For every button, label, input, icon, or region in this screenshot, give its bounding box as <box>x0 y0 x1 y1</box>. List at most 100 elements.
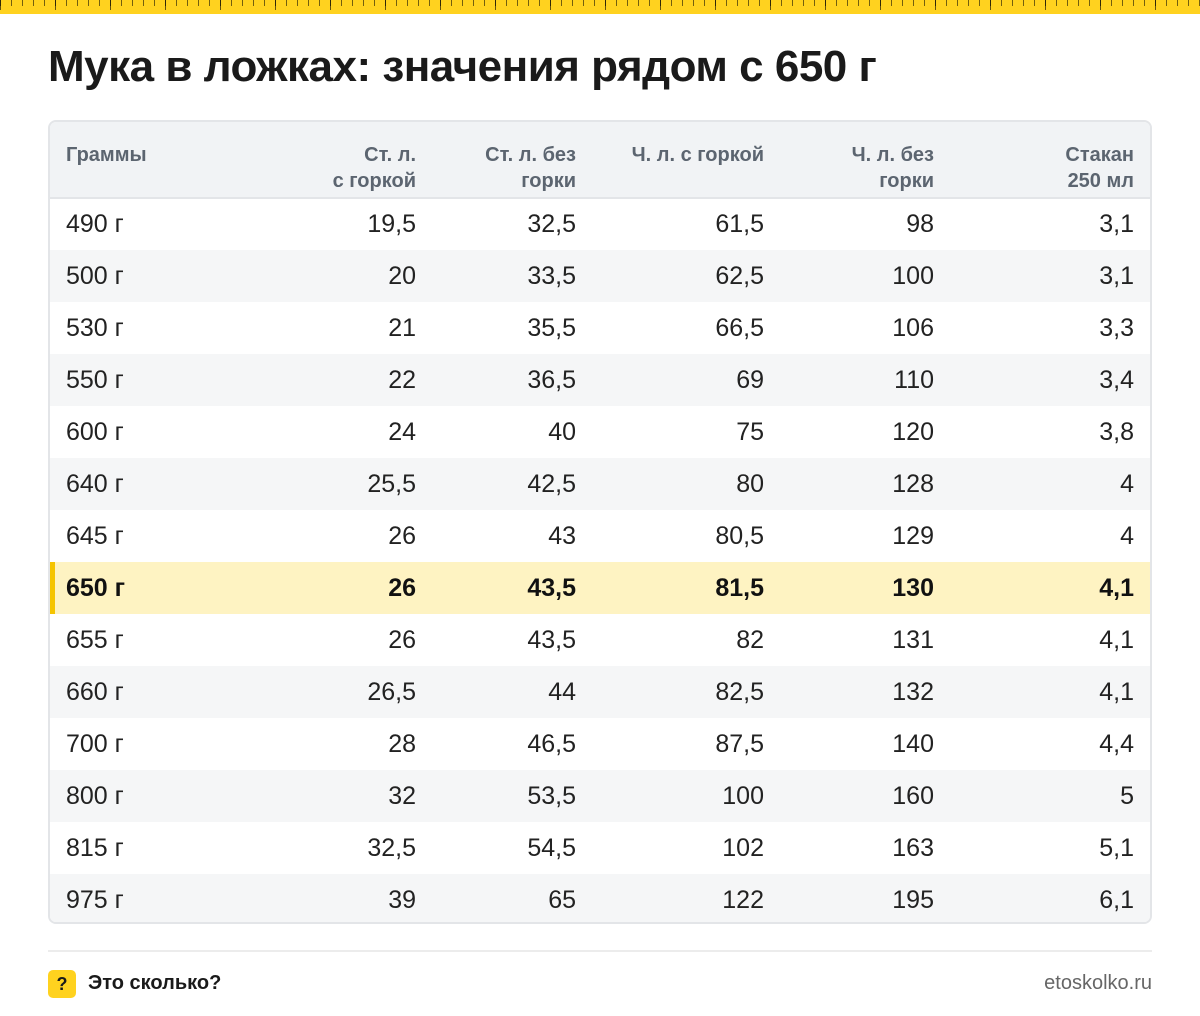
cell-tbsp-level: 32,5 <box>527 210 576 238</box>
cell-tsp-level: 128 <box>892 469 934 498</box>
table-row: 550 г 22 36,5 69 110 3,4 <box>50 354 1150 406</box>
cell-tbsp-heaped: 26 <box>388 625 416 654</box>
cell-tbsp-heaped: 32 <box>388 781 416 810</box>
cell-tbsp-level: 46,5 <box>527 729 576 758</box>
cell-tsp-level: 131 <box>892 625 934 654</box>
cell-tbsp-heaped: 20 <box>388 261 416 290</box>
cell-tsp-level: 110 <box>894 365 934 394</box>
cell-tsp-heaped: 80,5 <box>715 521 764 550</box>
cell-tsp-heaped: 66,5 <box>715 313 764 342</box>
cell-tbsp-heaped: 26,5 <box>367 677 416 706</box>
cell-tsp-heaped: 61,5 <box>715 210 764 238</box>
ruler-decoration <box>0 0 1200 14</box>
cell-tbsp-heaped: 26 <box>388 521 416 550</box>
cell-tsp-level: 98 <box>906 210 934 238</box>
cell-grams: 800 г <box>66 781 124 810</box>
table-row: 700 г 28 46,5 87,5 140 4,4 <box>50 718 1150 770</box>
cell-cup: 3,1 <box>1099 210 1134 238</box>
brand-name: Это сколько? <box>88 972 222 994</box>
cell-cup: 6,1 <box>1099 885 1134 914</box>
cell-cup: 3,8 <box>1099 417 1134 446</box>
cell-tbsp-level: 54,5 <box>527 833 576 862</box>
cell-grams: 655 г <box>66 625 124 654</box>
cell-cup: 4 <box>1120 469 1134 498</box>
cell-cup: 4 <box>1120 521 1134 550</box>
cell-grams: 700 г <box>66 729 124 758</box>
cell-tsp-level: 132 <box>892 677 934 706</box>
cell-grams: 660 г <box>66 677 124 706</box>
cell-tsp-heaped: 102 <box>722 833 764 862</box>
cell-tbsp-level: 43,5 <box>527 573 576 602</box>
cell-tbsp-level: 43 <box>548 521 576 550</box>
cell-tsp-level: 130 <box>892 573 934 602</box>
table-row: 530 г 21 35,5 66,5 106 3,3 <box>50 302 1150 354</box>
cell-tbsp-level: 40 <box>548 417 576 446</box>
cell-cup: 3,1 <box>1099 261 1134 290</box>
cell-grams: 490 г <box>66 210 124 238</box>
cell-tsp-heaped: 100 <box>722 781 764 810</box>
cell-tbsp-heaped: 39 <box>388 885 416 914</box>
cell-tbsp-heaped: 28 <box>388 729 416 758</box>
cell-tsp-level: 100 <box>892 261 934 290</box>
table-row: 600 г 24 40 75 120 3,8 <box>50 406 1150 458</box>
table-row: 655 г 26 43,5 82 131 4,1 <box>50 614 1150 666</box>
cell-tbsp-heaped: 22 <box>388 365 416 394</box>
cell-grams: 550 г <box>66 365 124 394</box>
cell-tsp-level: 160 <box>892 781 934 810</box>
cell-tsp-heaped: 75 <box>736 417 764 446</box>
question-mark-icon: ? <box>48 970 76 998</box>
cell-cup: 3,4 <box>1099 365 1134 394</box>
conversion-table: Граммы Ст. л. с горкой Ст. л. без горки Ч.… <box>48 120 1152 924</box>
cell-tsp-heaped: 87,5 <box>715 729 764 758</box>
cell-tsp-heaped: 82 <box>736 625 764 654</box>
cell-grams: 650 г <box>50 562 234 614</box>
table-row-highlighted: 650 г 26 43,5 81,5 130 4,1 <box>50 562 1150 614</box>
cell-tsp-level: 195 <box>892 885 934 914</box>
table-row: 500 г 20 33,5 62,5 100 3,1 <box>50 250 1150 302</box>
table-row: 645 г 26 43 80,5 129 4 <box>50 510 1150 562</box>
cell-tsp-level: 120 <box>892 417 934 446</box>
site-url[interactable]: etoskolko.ru <box>1044 972 1152 994</box>
cell-grams: 815 г <box>66 833 124 862</box>
cell-tsp-heaped: 80 <box>736 469 764 498</box>
cell-cup: 4,1 <box>1099 573 1134 602</box>
cell-tsp-heaped: 82,5 <box>715 677 764 706</box>
cell-tbsp-level: 53,5 <box>527 781 576 810</box>
cell-cup: 3,3 <box>1099 313 1134 342</box>
cell-tsp-heaped: 122 <box>722 885 764 914</box>
table-row: 800 г 32 53,5 100 160 5 <box>50 770 1150 822</box>
cell-tbsp-level: 43,5 <box>527 625 576 654</box>
cell-tbsp-level: 44 <box>548 677 576 706</box>
cell-tbsp-heaped: 26 <box>388 573 416 602</box>
cell-grams: 640 г <box>66 469 124 498</box>
header-tbsp-level: Ст. л. без горки <box>485 144 576 192</box>
cell-grams: 500 г <box>66 261 124 290</box>
cell-grams: 600 г <box>66 417 124 446</box>
cell-tbsp-level: 42,5 <box>527 469 576 498</box>
footer-divider <box>48 950 1152 952</box>
cell-cup: 4,1 <box>1099 625 1134 654</box>
header-tsp-level: Ч. л. без горки <box>851 144 934 192</box>
cell-tsp-level: 129 <box>892 521 934 550</box>
cell-tsp-level: 163 <box>892 833 934 862</box>
page-title: Мука в ложках: значения рядом с 650 г <box>48 42 877 91</box>
header-tsp-heaped: Ч. л. с горкой <box>631 144 764 166</box>
cell-tbsp-heaped: 21 <box>388 313 416 342</box>
table-row: 490 г 19,5 32,5 61,5 98 3,1 <box>50 198 1150 250</box>
cell-cup: 5 <box>1120 781 1134 810</box>
cell-cup: 5,1 <box>1099 833 1134 862</box>
header-cup-250ml: Стакан 250 мл <box>1065 144 1134 192</box>
cell-cup: 4,4 <box>1099 729 1134 758</box>
cell-tbsp-level: 65 <box>548 885 576 914</box>
cell-tsp-heaped: 69 <box>736 365 764 394</box>
cell-tbsp-level: 33,5 <box>527 261 576 290</box>
header-grams: Граммы <box>66 144 147 166</box>
cell-grams: 975 г <box>66 885 124 914</box>
cell-tsp-heaped: 62,5 <box>715 261 764 290</box>
cell-cup: 4,1 <box>1099 677 1134 706</box>
cell-grams: 530 г <box>66 313 124 342</box>
table-row: 660 г 26,5 44 82,5 132 4,1 <box>50 666 1150 718</box>
header-tbsp-heaped: Ст. л. с горкой <box>332 144 416 192</box>
cell-tsp-level: 106 <box>892 313 934 342</box>
cell-tbsp-level: 35,5 <box>527 313 576 342</box>
